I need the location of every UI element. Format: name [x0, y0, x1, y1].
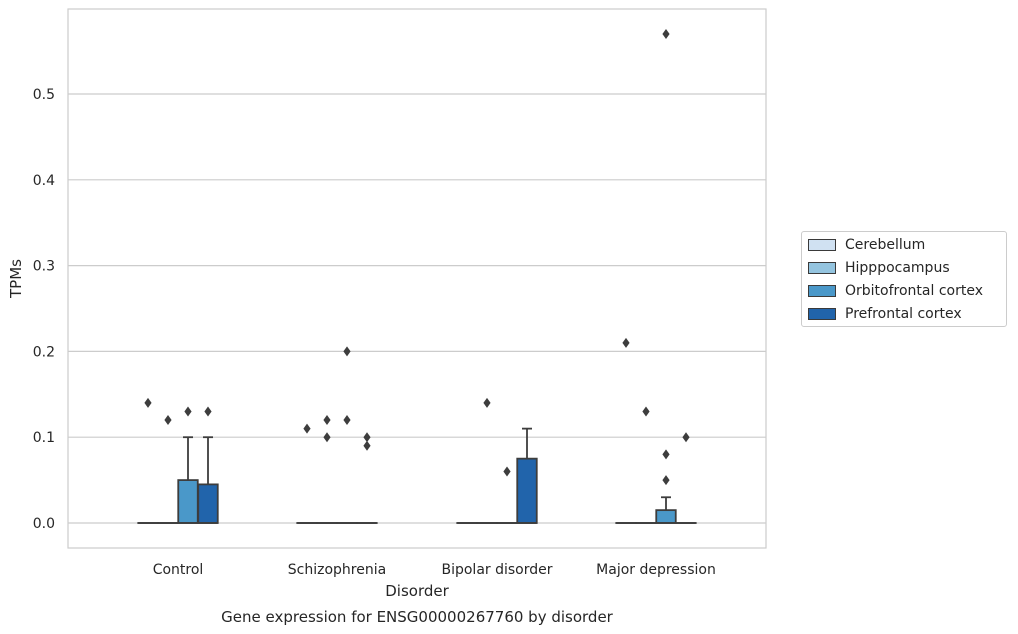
- outlier-point: [363, 432, 371, 443]
- gridlines: [68, 93, 766, 524]
- outlier-point: [503, 466, 511, 477]
- outlier-point: [303, 423, 311, 434]
- x-tick-label: Schizophrenia: [288, 562, 386, 578]
- x-axis-ticks: Control Schizophrenia Bipolar disorder Majo…: [153, 562, 716, 578]
- outlier-point: [642, 406, 650, 417]
- legend-swatch-hippocampus: [808, 262, 836, 274]
- outlier-point: [204, 406, 212, 417]
- outlier-point: [363, 440, 371, 451]
- plot-area-frame: [67, 8, 767, 549]
- y-tick-label: 0.5: [33, 87, 55, 103]
- legend-swatch-cerebellum: [808, 239, 836, 251]
- outlier-point: [164, 415, 172, 426]
- boxes: [137, 427, 697, 524]
- outliers: [144, 28, 690, 486]
- legend-label-orbitofrontal: Orbitofrontal cortex: [845, 283, 983, 299]
- y-tick-label: 0.4: [33, 173, 55, 189]
- outlier-point: [323, 432, 331, 443]
- box: [655, 509, 677, 524]
- legend: Cerebellum Hipppocampus Orbitofrontal co…: [801, 231, 1007, 327]
- legend-item-cerebellum: Cerebellum: [808, 236, 925, 254]
- outlier-point: [184, 406, 192, 417]
- legend-label-cerebellum: Cerebellum: [845, 237, 926, 253]
- legend-label-prefrontal: Prefrontal cortex: [845, 306, 962, 322]
- legend-item-hippocampus: Hipppocampus: [808, 259, 950, 277]
- legend-swatch-prefrontal: [808, 308, 836, 320]
- y-axis-ticks: 0.0 0.1 0.2 0.3 0.4 0.5: [33, 87, 55, 532]
- outlier-point: [323, 415, 331, 426]
- chart-caption: Gene expression for ENSG00000267760 by d…: [221, 608, 614, 626]
- box: [516, 457, 538, 524]
- x-axis-title: Disorder: [385, 582, 449, 600]
- outlier-point: [144, 397, 152, 408]
- outlier-point: [343, 346, 351, 357]
- outlier-point: [662, 28, 670, 39]
- outlier-point: [343, 415, 351, 426]
- legend-item-orbitofrontal: Orbitofrontal cortex: [808, 282, 983, 300]
- outlier-point: [662, 475, 670, 486]
- x-tick-label: Major depression: [596, 562, 716, 578]
- legend-label-hippocampus: Hipppocampus: [845, 260, 950, 276]
- legend-swatch-orbitofrontal: [808, 285, 836, 297]
- y-tick-label: 0.0: [33, 516, 55, 532]
- x-tick-label: Bipolar disorder: [441, 562, 552, 578]
- box: [177, 479, 199, 524]
- y-tick-label: 0.2: [33, 344, 55, 360]
- outlier-point: [682, 432, 690, 443]
- y-axis-title: TPMs: [7, 259, 25, 299]
- legend-item-prefrontal: Prefrontal cortex: [808, 305, 962, 323]
- box: [197, 483, 219, 524]
- y-tick-label: 0.3: [33, 259, 55, 275]
- x-tick-label: Control: [153, 562, 204, 578]
- y-tick-label: 0.1: [33, 430, 55, 446]
- outlier-point: [483, 397, 491, 408]
- outlier-point: [662, 449, 670, 460]
- outlier-point: [622, 337, 630, 348]
